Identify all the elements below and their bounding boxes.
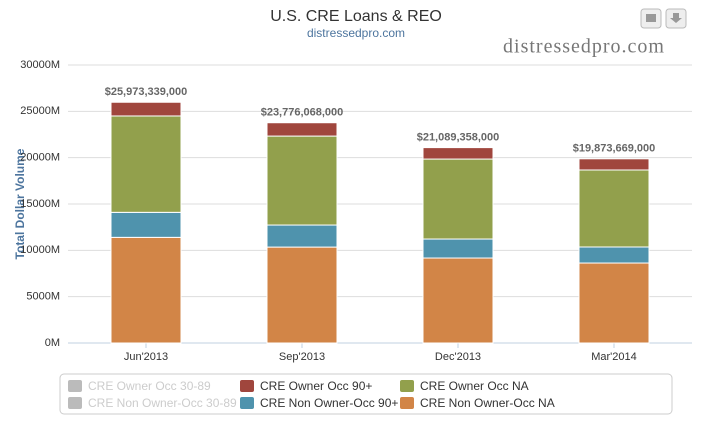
print-icon: [646, 14, 656, 22]
bar-segment: [422, 238, 494, 259]
x-tick-label: Jun'2013: [124, 351, 168, 363]
y-tick-label: 15000M: [20, 198, 60, 210]
y-axis-label: Total Dollar Volume: [13, 148, 27, 259]
y-tick-label: 5000M: [26, 291, 60, 303]
bar-segment: [110, 236, 182, 344]
chart-title: U.S. CRE Loans & REO: [270, 8, 442, 25]
legend-label[interactable]: CRE Owner Occ 90+: [260, 379, 372, 393]
y-tick-label: 20000M: [20, 152, 60, 164]
y-tick-label: 10000M: [20, 244, 60, 256]
bar-segment: [266, 224, 338, 248]
y-tick-label: 0M: [45, 337, 60, 349]
legend-box: [59, 373, 673, 415]
bar-segment: [266, 122, 338, 137]
bar-segment: [110, 211, 182, 238]
bar-segment: [578, 158, 650, 171]
bar-segment: [266, 246, 338, 344]
export-icon: [670, 13, 682, 23]
y-tick-label: 25000M: [20, 105, 60, 117]
bar-segment: [110, 115, 182, 213]
x-tick-label: Dec'2013: [435, 351, 481, 363]
bar-segment: [110, 101, 182, 117]
legend-swatch[interactable]: [68, 397, 82, 409]
total-label: $21,089,358,000: [417, 131, 500, 143]
total-label: $25,973,339,000: [105, 86, 188, 98]
bar-segment: [578, 246, 650, 264]
legend-swatch[interactable]: [240, 397, 254, 409]
x-tick-label: Mar'2014: [591, 351, 637, 363]
chart-subtitle: distressedpro.com: [307, 26, 405, 40]
legend-swatch[interactable]: [240, 380, 254, 392]
bar-segment: [422, 257, 494, 344]
bar-segment: [422, 147, 494, 160]
bar-segment: [578, 262, 650, 344]
legend-swatch[interactable]: [400, 397, 414, 409]
total-label: $23,776,068,000: [261, 107, 344, 119]
y-tick-label: 30000M: [20, 59, 60, 71]
watermark: distressedpro.com: [503, 36, 665, 58]
legend-label[interactable]: CRE Non Owner-Occ 90+: [260, 396, 398, 410]
bar-segment: [422, 158, 494, 240]
legend-label[interactable]: CRE Non Owner-Occ 30-89: [88, 396, 237, 410]
total-label: $19,873,669,000: [573, 143, 656, 155]
legend-swatch[interactable]: [68, 380, 82, 392]
legend-swatch[interactable]: [400, 380, 414, 392]
export-buttons[interactable]: [640, 8, 687, 29]
bar-segment: [578, 169, 650, 248]
legend-label[interactable]: CRE Owner Occ NA: [420, 379, 529, 393]
legend-label[interactable]: CRE Owner Occ 30-89: [88, 379, 211, 393]
legend-label[interactable]: CRE Non Owner-Occ NA: [420, 396, 555, 410]
bar-segment: [266, 135, 338, 226]
x-tick-label: Sep'2013: [279, 351, 325, 363]
